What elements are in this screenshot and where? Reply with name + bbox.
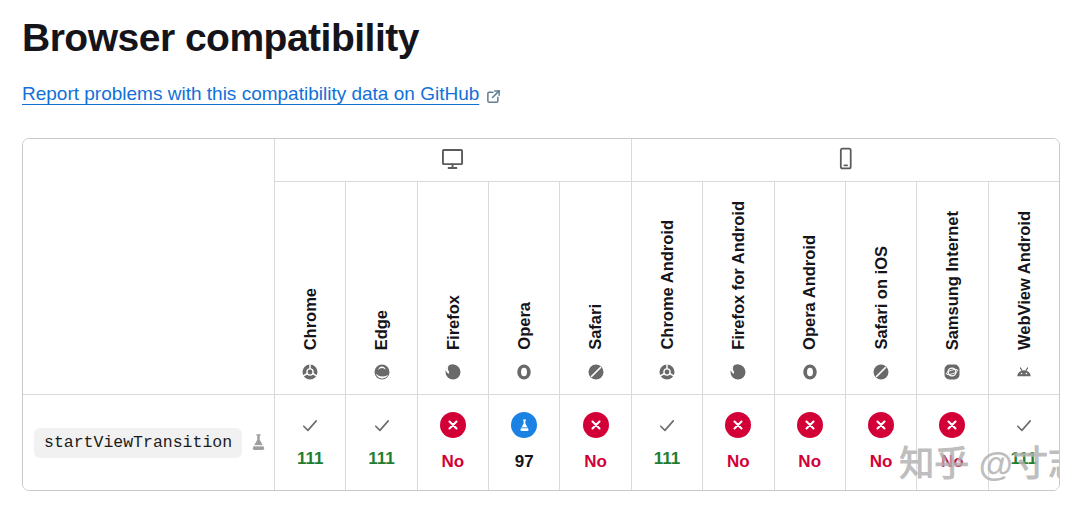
page-title: Browser compatibility	[22, 16, 1060, 60]
feature-code-chip[interactable]: startViewTransition	[34, 428, 242, 458]
browser-label: Chrome Android	[659, 220, 676, 350]
supported-check-icon	[300, 415, 320, 435]
browser-col-safari-on-ios: Safari on iOS	[845, 182, 916, 395]
samsung-internet-icon	[943, 363, 961, 381]
browser-label: Safari	[587, 304, 604, 350]
supported-check-icon	[657, 415, 677, 435]
browser-col-firefox: Firefox	[417, 182, 488, 395]
opera-icon	[515, 363, 533, 381]
support-cell-opera[interactable]: 97	[488, 395, 559, 490]
support-version: 111	[368, 450, 395, 467]
browser-label: Opera	[516, 302, 533, 350]
firefox-icon	[444, 363, 462, 381]
browser-col-chrome: Chrome	[274, 182, 345, 395]
mobile-group-header	[631, 139, 1059, 182]
desktop-icon	[439, 145, 466, 176]
support-version: No	[870, 453, 893, 470]
support-cell-edge[interactable]: 111	[345, 395, 416, 490]
browser-label: Chrome	[302, 288, 319, 350]
support-cell-safari-on-ios[interactable]: No	[845, 395, 916, 490]
support-cell-firefox-for-android[interactable]: No	[702, 395, 773, 490]
unsupported-cross-icon	[939, 412, 965, 438]
unsupported-cross-icon	[868, 412, 894, 438]
experimental-flask-icon	[248, 432, 269, 453]
unsupported-cross-icon	[440, 412, 466, 438]
browser-col-chrome-android: Chrome Android	[631, 182, 702, 395]
compat-table: Chrome Edge	[22, 138, 1060, 491]
browser-label: Safari on iOS	[873, 246, 890, 350]
browser-label: Firefox	[445, 295, 462, 350]
report-problems-link-label: Report problems with this compatibility …	[22, 83, 479, 105]
safari-icon	[872, 363, 890, 381]
support-version: No	[798, 453, 821, 470]
browser-col-edge: Edge	[345, 182, 416, 395]
chrome-icon	[658, 363, 676, 381]
support-version: No	[584, 453, 607, 470]
firefox-icon	[729, 363, 747, 381]
supported-check-icon	[372, 415, 392, 435]
safari-icon	[587, 363, 605, 381]
corner-cell	[23, 139, 274, 395]
unsupported-cross-icon	[725, 412, 751, 438]
browser-label: Edge	[373, 310, 390, 350]
platform-group-row	[23, 139, 1059, 182]
support-cell-chrome[interactable]: 111	[274, 395, 345, 490]
support-cell-webview-android[interactable]: 111	[988, 395, 1059, 490]
browser-label: WebView Android	[1016, 211, 1033, 350]
support-cell-chrome-android[interactable]: 111	[631, 395, 702, 490]
browser-label: Opera Android	[801, 235, 818, 350]
browser-col-safari: Safari	[559, 182, 630, 395]
support-version: 111	[297, 450, 324, 467]
preview-flask-icon	[511, 412, 537, 438]
supported-check-icon	[1014, 415, 1034, 435]
external-link-icon	[486, 87, 501, 102]
support-version: No	[442, 453, 465, 470]
support-cell-firefox[interactable]: No	[417, 395, 488, 490]
mobile-icon	[833, 146, 858, 175]
unsupported-cross-icon	[797, 412, 823, 438]
support-version: 111	[654, 450, 681, 467]
browser-col-samsung-internet: Samsung Internet	[916, 182, 987, 395]
browser-label: Firefox for Android	[730, 201, 747, 350]
browser-label: Samsung Internet	[944, 211, 961, 350]
chrome-icon	[301, 363, 319, 381]
support-version: No	[941, 453, 964, 470]
unsupported-cross-icon	[583, 412, 609, 438]
browser-col-firefox-for-android: Firefox for Android	[702, 182, 773, 395]
support-cell-samsung-internet[interactable]: No	[916, 395, 987, 490]
support-version: No	[727, 453, 750, 470]
support-version: 111	[1011, 450, 1038, 467]
browser-col-opera-android: Opera Android	[774, 182, 845, 395]
edge-icon	[373, 363, 391, 381]
webview-android-icon	[1015, 363, 1033, 381]
desktop-group-header	[274, 139, 631, 182]
support-version: 97	[515, 453, 534, 470]
browser-col-webview-android: WebView Android	[988, 182, 1059, 395]
feature-cell: startViewTransition	[23, 395, 274, 490]
opera-icon	[801, 363, 819, 381]
support-cell-opera-android[interactable]: No	[774, 395, 845, 490]
support-cell-safari[interactable]: No	[559, 395, 630, 490]
browser-col-opera: Opera	[488, 182, 559, 395]
report-problems-link[interactable]: Report problems with this compatibility …	[22, 83, 501, 105]
feature-row: startViewTransition 111	[23, 395, 1059, 490]
